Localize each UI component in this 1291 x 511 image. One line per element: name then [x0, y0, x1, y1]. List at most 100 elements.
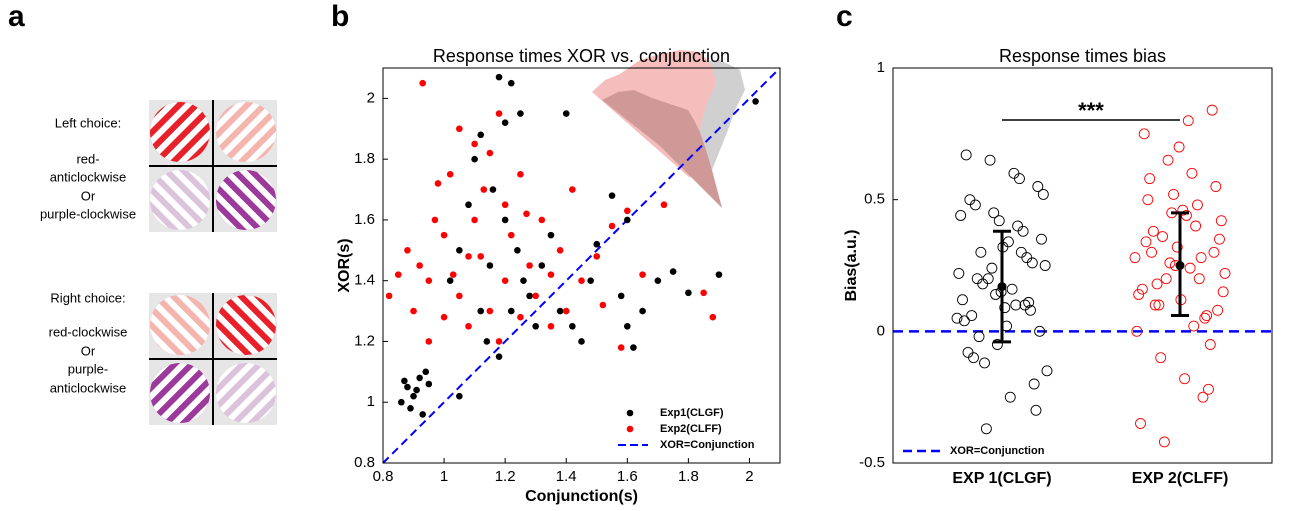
point: [507, 307, 515, 315]
heading: Left choice:: [55, 115, 122, 130]
line: red-: [76, 151, 99, 166]
point: [486, 307, 494, 315]
point: [434, 180, 442, 187]
legend-label: Exp1(CLGF): [660, 407, 724, 419]
point: [1195, 252, 1207, 264]
point: [398, 398, 405, 406]
point: [1013, 173, 1025, 185]
x-tick-label: EXP 2(CLFF): [1132, 470, 1229, 487]
point: [486, 262, 494, 269]
point: [520, 277, 527, 284]
point: [1191, 199, 1203, 211]
point: [1133, 289, 1145, 300]
point: [1039, 260, 1051, 271]
point: [624, 207, 631, 215]
point: [980, 423, 992, 435]
point: [1025, 304, 1036, 316]
point: [991, 339, 1003, 350]
point: [394, 271, 402, 278]
y-tick-label: 0.5: [864, 191, 885, 208]
y-tick-label: -0.5: [859, 454, 885, 471]
point: [425, 380, 433, 388]
line: red-clockwise: [49, 324, 128, 339]
point: [1012, 220, 1024, 232]
point: [416, 374, 423, 382]
point: [404, 247, 411, 254]
plot-frame: [382, 67, 781, 464]
x-tick-label: 1.4: [556, 468, 577, 485]
point: [1171, 241, 1183, 253]
point: [532, 292, 539, 300]
point: [986, 262, 998, 274]
point: [1030, 404, 1042, 416]
point: [957, 294, 968, 306]
point: [599, 301, 607, 309]
point: [1206, 104, 1218, 116]
point: [977, 278, 989, 290]
point: [984, 154, 996, 166]
point: [465, 201, 472, 209]
point: [556, 247, 564, 254]
point: [990, 289, 1002, 300]
significance-label: ***: [1078, 98, 1104, 123]
point: [1179, 373, 1191, 385]
point: [495, 353, 503, 360]
point: [486, 149, 494, 157]
y-tick-label: 1.4: [354, 272, 375, 289]
stimulus-stripes: [150, 102, 210, 162]
point: [624, 322, 631, 330]
point: [660, 201, 668, 209]
point: [1188, 320, 1200, 332]
line: anticlockwise: [50, 380, 127, 395]
point: [495, 73, 503, 81]
point: [501, 277, 509, 284]
reference-line: [382, 67, 781, 464]
point: [587, 277, 594, 284]
point: [471, 216, 478, 224]
inset-histogram: [592, 50, 745, 208]
panel-label: b: [331, 0, 349, 33]
point: [401, 377, 408, 385]
point: [456, 125, 463, 133]
y-tick-label: 2: [367, 89, 375, 106]
point: [1214, 233, 1225, 245]
chart-title: Response times XOR vs. conjunction: [433, 46, 730, 66]
point: [1217, 286, 1229, 298]
point: [1019, 299, 1031, 311]
point: [1160, 273, 1172, 285]
point: [465, 253, 472, 260]
point: [1034, 325, 1046, 337]
point: [556, 307, 564, 315]
point: [969, 199, 981, 211]
point: [1204, 339, 1216, 350]
legend-marker: [626, 409, 634, 417]
point: [456, 392, 463, 400]
point: [1021, 252, 1033, 264]
stimulus-stripes: [216, 102, 276, 162]
y-tick-label: 1: [367, 393, 375, 410]
point: [471, 155, 478, 163]
y-tick-label: 0.8: [354, 454, 375, 471]
stimulus-grids: [149, 100, 277, 425]
point: [538, 262, 546, 269]
point: [1004, 391, 1016, 403]
point: [966, 310, 978, 321]
point: [480, 186, 488, 193]
mean-point: [1175, 261, 1185, 270]
point: [1162, 154, 1174, 166]
point: [547, 271, 555, 278]
point: [1147, 225, 1159, 237]
point: [993, 215, 1005, 227]
point: [416, 262, 423, 269]
point: [1201, 310, 1213, 321]
point: [1157, 231, 1169, 242]
point: [955, 210, 967, 221]
point: [578, 338, 585, 345]
y-tick-label: 0: [877, 322, 885, 339]
legend-label: XOR=Conjunction: [660, 439, 755, 451]
point: [1151, 278, 1163, 290]
line: Or: [81, 188, 96, 203]
point: [639, 271, 646, 278]
point: [1023, 296, 1035, 308]
